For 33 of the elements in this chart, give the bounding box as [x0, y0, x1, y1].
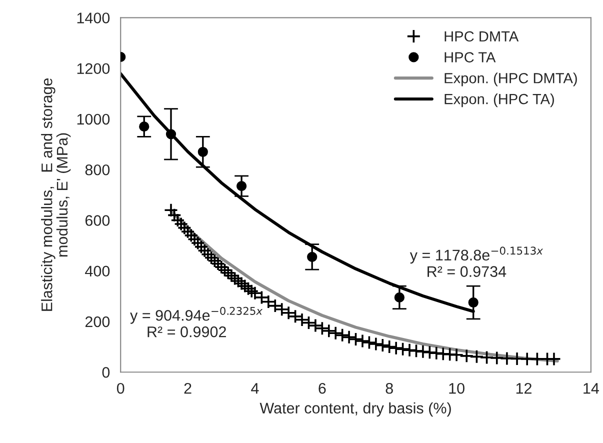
- x-tick-label: 6: [318, 382, 326, 394]
- x-tick-label: 10: [449, 382, 464, 394]
- annotation: y = 1178.8e$^{−0.1513x}$: [410, 246, 544, 264]
- y-axis-title: Elasticity modulus, E and storage modulus, E' (MPa): [41, 78, 71, 311]
- y-tick-label: 1400: [77, 12, 110, 24]
- y-tick-label: 400: [85, 266, 110, 277]
- legend-label: Expon. (HPC DMTA): [444, 72, 577, 86]
- y-tick-label: 200: [85, 316, 110, 328]
- x-tick-label: 14: [584, 383, 599, 394]
- y-tick-label: 800: [85, 164, 110, 176]
- legend-label: HPC TA: [444, 52, 496, 62]
- legend-label: Expon. (HPC TA): [444, 94, 554, 108]
- point: [236, 180, 247, 192]
- annotation: y = 904.94e$^{−0.2325x}$: [130, 306, 263, 324]
- x-tick-label: 4: [251, 383, 259, 394]
- x-tick-label: 2: [184, 382, 192, 394]
- point: [139, 122, 150, 132]
- x-axis-title: Water content, dry basis (%): [260, 402, 451, 417]
- y-tick-label: 600: [85, 215, 110, 226]
- x-tick-label: 0: [116, 382, 124, 394]
- point: [166, 129, 176, 140]
- point: [198, 146, 208, 157]
- y-tick-label: 1200: [77, 63, 110, 74]
- legend-label: HPC DMTA: [444, 31, 519, 42]
- x-tick-label: 12: [516, 382, 532, 394]
- point: [307, 252, 318, 262]
- point: [468, 297, 478, 308]
- x-tick-label: 8: [386, 382, 393, 394]
- y-tick-label: 0: [102, 366, 110, 378]
- annotation: R² = 0.9734: [428, 266, 506, 277]
- annotation: R² = 0.9902: [148, 326, 226, 338]
- point: [394, 292, 405, 303]
- y-tick-label: 1000: [77, 114, 110, 125]
